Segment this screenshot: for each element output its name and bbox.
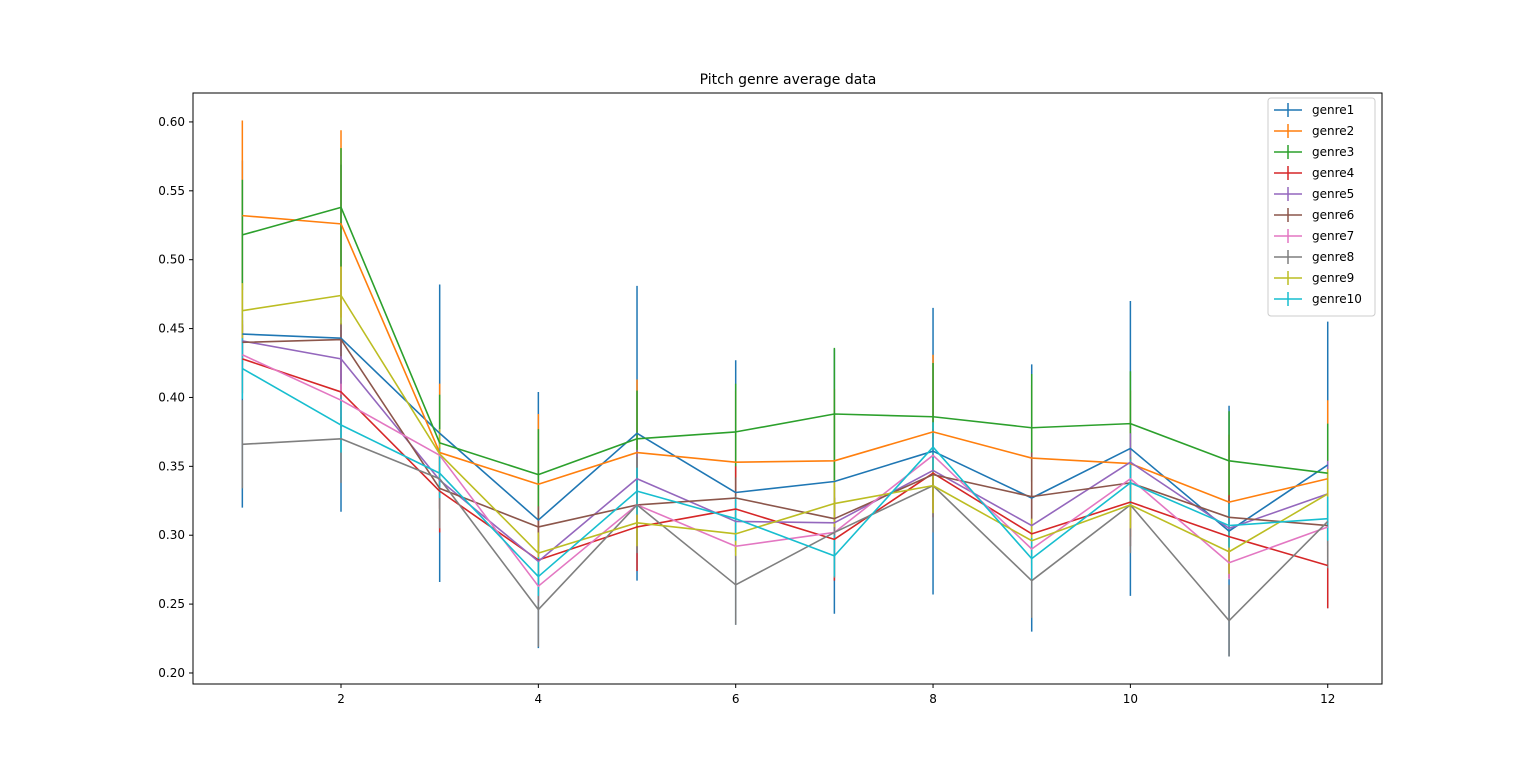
series-lines-layer <box>241 206 1329 622</box>
series-line-genre1 <box>242 333 1329 532</box>
x-tick-label: 2 <box>337 692 345 706</box>
legend-entry: genre1 <box>1274 103 1354 117</box>
plot-area <box>241 120 1329 657</box>
series-line-genre10 <box>241 367 1328 578</box>
legend-entry: genre4 <box>1274 166 1354 180</box>
legend-label: genre3 <box>1312 145 1354 159</box>
series-line-genre2 <box>242 214 1328 503</box>
legend-label: genre2 <box>1312 124 1354 138</box>
y-tick-label: 0.50 <box>158 253 185 267</box>
y-tick-label: 0.35 <box>158 459 185 473</box>
series-line-genre7 <box>242 354 1329 587</box>
x-tick-label: 8 <box>929 692 937 706</box>
x-tick-label: 10 <box>1123 692 1138 706</box>
chart-title: Pitch genre average data <box>700 72 877 88</box>
series-line-genre4 <box>242 358 1328 567</box>
x-tick-label: 12 <box>1320 692 1335 706</box>
legend-entry: genre2 <box>1274 124 1354 138</box>
x-tick-label: 4 <box>535 692 543 706</box>
x-tick-label: 6 <box>732 692 740 706</box>
legend-label: genre9 <box>1312 271 1354 285</box>
legend-label: genre5 <box>1312 187 1354 201</box>
series-line-genre6 <box>242 338 1328 528</box>
y-tick-label: 0.30 <box>158 528 185 542</box>
legend-entry: genre3 <box>1274 145 1354 159</box>
plot-frame <box>192 92 1383 685</box>
series-line-genre3 <box>242 206 1328 476</box>
legend: genre1 genre2 genre3 genre4 genre5 genre6 genr… <box>1267 97 1376 317</box>
y-axis: 0.20 0.25 0.30 0.35 0.40 0.45 0.50 0.55 0.60 <box>158 115 193 680</box>
series-line-genre9 <box>242 294 1329 554</box>
x-axis: 2 4 6 8 10 12 <box>337 684 1335 706</box>
legend-entry: genre9 <box>1274 271 1354 285</box>
legend-entry: genre10 <box>1274 292 1362 306</box>
y-tick-label: 0.60 <box>158 115 185 129</box>
y-tick-label: 0.20 <box>158 666 185 680</box>
y-tick-label: 0.55 <box>158 184 185 198</box>
series-line-genre8 <box>242 437 1329 622</box>
legend-label: genre10 <box>1312 292 1362 306</box>
legend-entry: genre5 <box>1274 187 1354 201</box>
legend-entry: genre7 <box>1274 229 1354 243</box>
y-tick-label: 0.40 <box>158 390 185 404</box>
legend-label: genre7 <box>1312 229 1354 243</box>
y-tick-label: 0.45 <box>158 322 185 336</box>
legend-label: genre1 <box>1312 103 1354 117</box>
legend-entry: genre6 <box>1274 208 1354 222</box>
series-line-genre5 <box>242 340 1328 563</box>
legend-label: genre8 <box>1312 250 1354 264</box>
legend-entry: genre8 <box>1274 250 1354 264</box>
legend-label: genre6 <box>1312 208 1354 222</box>
y-tick-label: 0.25 <box>158 597 185 611</box>
legend-label: genre4 <box>1312 166 1354 180</box>
